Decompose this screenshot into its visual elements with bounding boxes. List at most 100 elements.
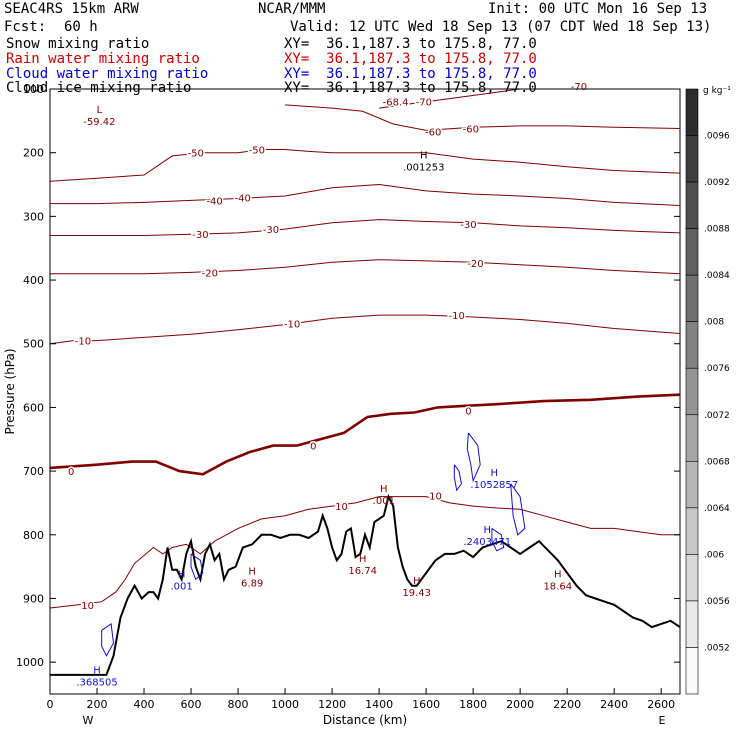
cloud-water-contour — [101, 623, 115, 657]
y-tick-label: 800 — [23, 529, 44, 542]
extremum-marker: H — [178, 570, 186, 581]
temperature-contour-label: -40 — [206, 196, 222, 207]
temperature-contour-label: -10 — [75, 337, 91, 348]
fcst-label: Fcst: — [4, 19, 47, 35]
temperature-contour — [50, 259, 680, 275]
temperature-contour-label: -40 — [235, 193, 251, 204]
temperature-contour-label: -20 — [202, 268, 218, 279]
colorbar-unit: g kg⁻¹ — [703, 86, 731, 96]
y-tick-label: 400 — [23, 274, 44, 287]
colorbar-label: .0088 — [704, 225, 730, 235]
colorbar-label: .008 — [704, 318, 724, 328]
colorbar-segment — [685, 88, 699, 136]
extremum-value: 19.43 — [402, 588, 431, 599]
extremum-marker: H — [483, 525, 491, 536]
x-tick-label: 2200 — [553, 698, 581, 711]
cloud-water-contour — [510, 483, 526, 536]
colorbar-label: .0064 — [704, 504, 730, 514]
y-tick-label: 700 — [23, 465, 44, 478]
x-tick-label: 2400 — [600, 698, 628, 711]
colorbar-label: .0072 — [704, 411, 730, 421]
extremum-marker: H — [93, 665, 101, 676]
x-tick-label: 1600 — [412, 698, 440, 711]
colorbar-segment — [685, 181, 699, 229]
x-tick-label: 1200 — [318, 698, 346, 711]
temperature-contour-label: -10 — [284, 319, 300, 330]
extremum-value: .1052857 — [470, 480, 518, 491]
extremum-value: .001253 — [403, 163, 444, 174]
colorbar-segment — [685, 600, 699, 648]
colorbar-label: .0052 — [704, 643, 730, 653]
temperature-contour — [50, 149, 680, 182]
extremum-value: .2403471 — [463, 537, 511, 548]
x-tick-label: 0 — [47, 698, 54, 711]
colorbar-label: .0096 — [704, 132, 730, 142]
extremum-marker: H — [491, 468, 499, 479]
field-snow-label: Snow mixing ratio — [6, 36, 150, 52]
extremum-marker: H — [248, 567, 256, 578]
field-cloudwater-label: Cloud water mixing ratio — [6, 66, 209, 82]
x-tick-label: 1800 — [459, 698, 487, 711]
extremum-marker: L — [97, 105, 103, 116]
x-tick-label: 1000 — [271, 698, 299, 711]
model-title: SEAC4RS 15km ARW — [4, 1, 139, 17]
colorbar-label: .0084 — [704, 271, 730, 281]
y-tick-label: 500 — [23, 338, 44, 351]
temperature-contour-label: 10 — [335, 502, 348, 513]
colorbar-label: .0092 — [704, 178, 730, 188]
colorbar-segment — [685, 367, 699, 416]
temperature-contour — [285, 104, 680, 131]
plot-area — [50, 89, 680, 676]
colorbar-segment — [685, 321, 699, 369]
cloud-water-contour — [190, 553, 204, 581]
x-tick-label: 2600 — [647, 698, 675, 711]
colorbar-segment — [685, 507, 699, 555]
temperature-contour — [379, 89, 524, 109]
temperature-contour-label: -60 — [463, 124, 479, 135]
extremum-marker: H — [359, 554, 367, 565]
extremum-marker: H — [554, 570, 562, 581]
colorbar-segment — [685, 554, 699, 602]
temperature-contour-label: -68.4 — [383, 98, 409, 109]
temperature-contour-label: 0 — [310, 442, 316, 453]
extremum-marker: H — [413, 576, 421, 587]
temperature-contour-label: -30 — [192, 230, 208, 241]
terrain-line — [50, 493, 680, 676]
colorbar-label: .0076 — [704, 364, 730, 374]
temperature-contour-label: 10 — [429, 491, 442, 502]
cloud-water-contour — [466, 432, 481, 483]
y-tick-label: 300 — [23, 210, 44, 223]
temperature-contour — [50, 314, 680, 345]
temperature-contour-label: 10 — [81, 601, 94, 612]
extremum-value: 16.74 — [348, 566, 377, 577]
extremum-marker: H — [380, 484, 388, 495]
y-tick-label: 200 — [23, 147, 44, 160]
temperature-contour-label: -30 — [460, 220, 476, 231]
colorbar-label: .0068 — [704, 457, 730, 467]
extremum-value: .001 — [171, 582, 193, 593]
valid-time: Valid: 12 UTC Wed 18 Sep 13 (07 CDT Wed … — [290, 19, 712, 35]
field-snow-xy: XY= 36.1,187.3 to 175.8, 77.0 — [284, 36, 537, 52]
colorbar-segment — [685, 461, 699, 509]
temperature-contour-label: 0 — [465, 407, 471, 418]
plot-frame — [49, 88, 681, 695]
y-tick-label: 600 — [23, 401, 44, 414]
temperature-contour — [50, 393, 680, 476]
y-tick-label: 1000 — [16, 656, 44, 669]
y-axis-label: Pressure (hPa) — [3, 348, 17, 434]
temperature-contour-label: -70 — [571, 82, 587, 93]
extremum-value: 18.64 — [543, 582, 572, 593]
colorbar-segment — [685, 647, 699, 695]
y-tick-label: 100 — [23, 83, 44, 96]
center-title: NCAR/MMM — [258, 1, 326, 17]
fcst-value: 60 h — [64, 19, 98, 35]
x-axis-label: Distance (km) — [323, 713, 407, 727]
x-tick-label: 600 — [181, 698, 202, 711]
temperature-contour — [50, 496, 680, 609]
temperature-contour-label: -20 — [467, 259, 483, 270]
temperature-contour-label: -30 — [263, 225, 279, 236]
extremum-value: .001 — [373, 496, 395, 507]
cloud-water-contour — [453, 464, 462, 492]
temperature-contour-label: -50 — [249, 146, 265, 157]
field-rain-xy: XY= 36.1,187.3 to 175.8, 77.0 — [284, 51, 537, 67]
